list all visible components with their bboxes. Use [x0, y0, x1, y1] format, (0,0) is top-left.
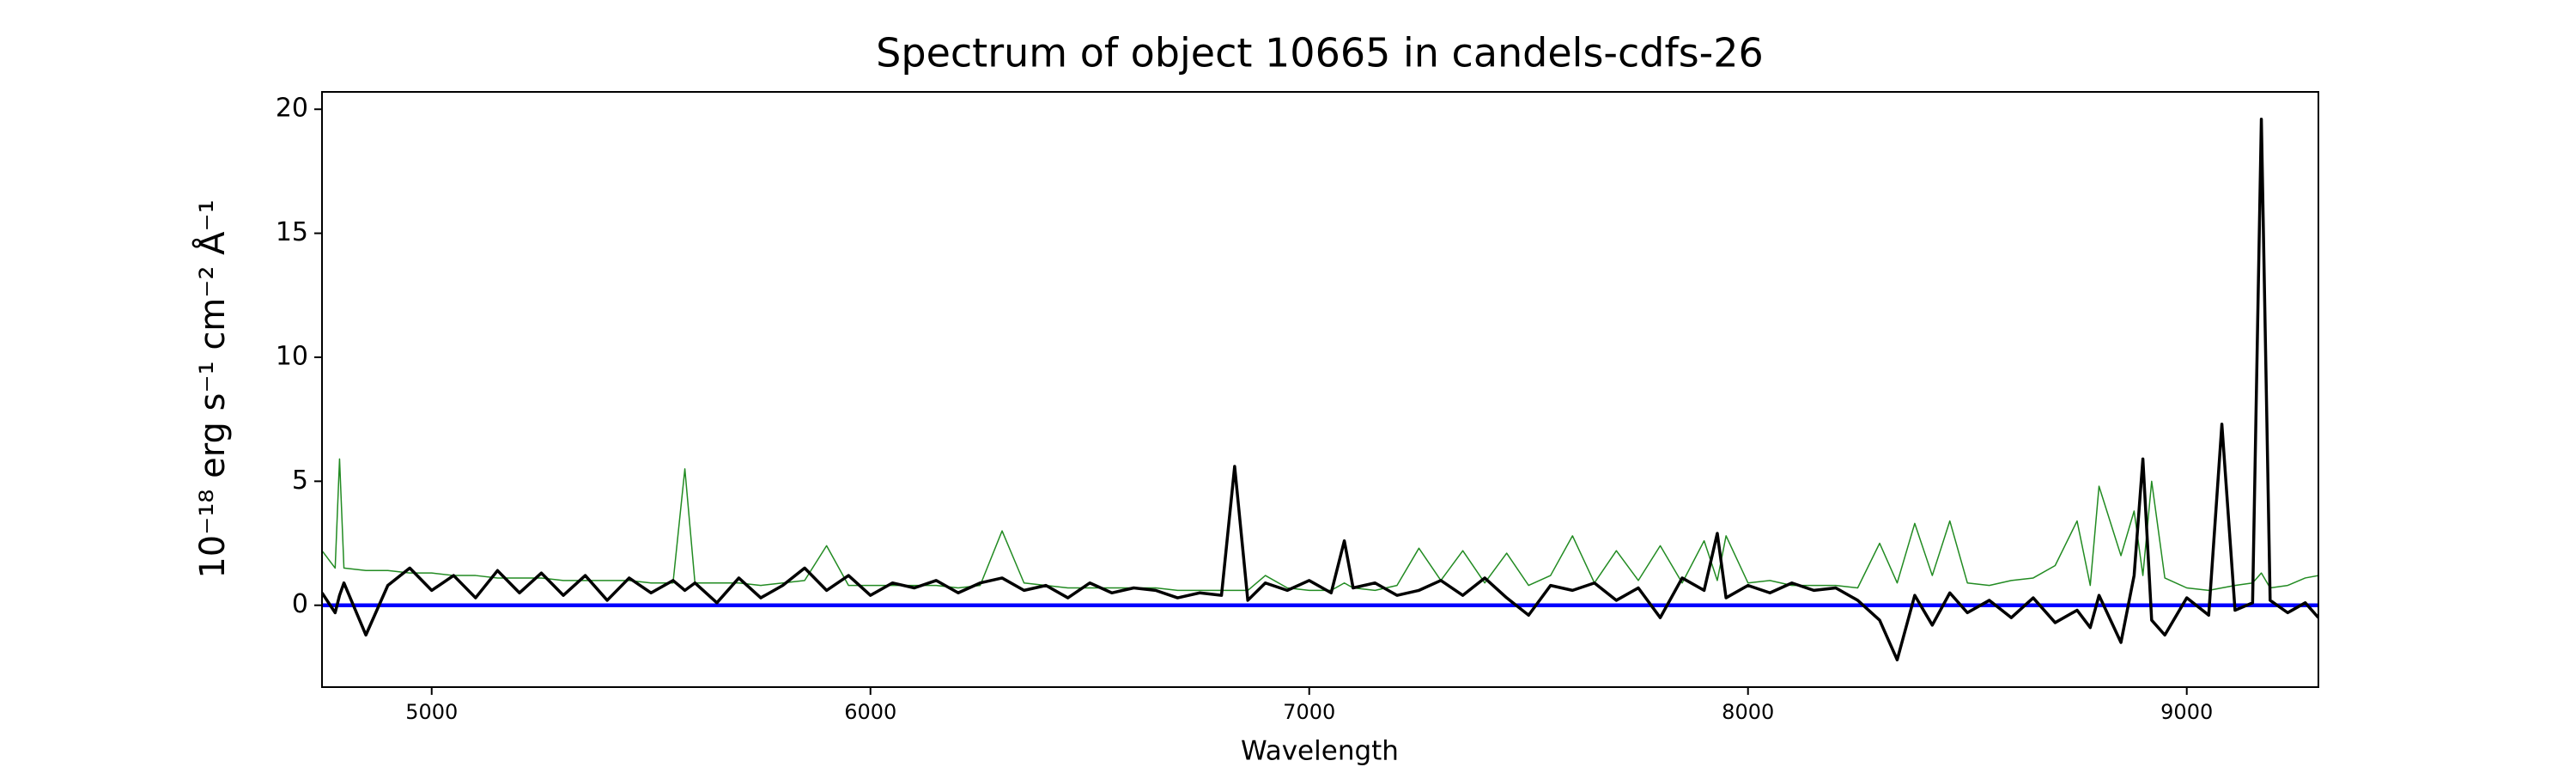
y-tick-label: 20: [276, 94, 308, 124]
y-tick-label: 15: [276, 217, 308, 247]
x-tick-label: 9000: [2160, 700, 2213, 724]
y-tick-label: 5: [292, 466, 308, 496]
y-axis-label: 10⁻¹⁸ erg s⁻¹ cm⁻² Å⁻¹: [191, 199, 233, 578]
x-tick-label: 5000: [405, 700, 458, 724]
x-axis-label: Wavelength: [1241, 736, 1399, 767]
plot-area: [322, 118, 2318, 661]
y-tick-label: 10: [276, 341, 308, 371]
x-tick-label: 7000: [1283, 700, 1335, 724]
x-tick-label: 6000: [844, 700, 896, 724]
chart-title: Spectrum of object 10665 in candels-cdfs…: [876, 30, 1764, 76]
spectrum-line: [322, 118, 2318, 661]
x-tick-label: 8000: [1722, 700, 1774, 724]
y-tick-label: 0: [292, 589, 308, 619]
plot-frame: [321, 91, 2319, 688]
